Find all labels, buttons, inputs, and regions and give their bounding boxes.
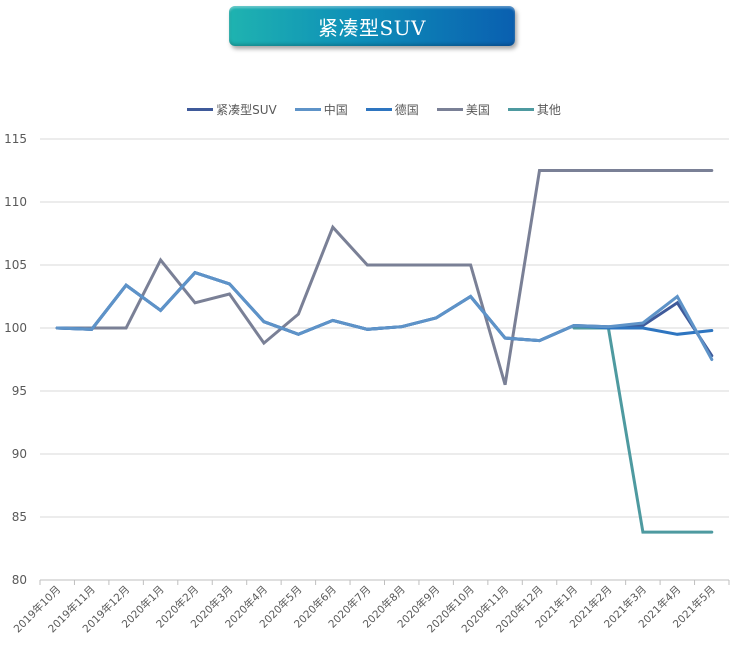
y-tick-label: 115 [4,132,27,146]
series-line [55,270,714,358]
legend-label: 紧凑型SUV [216,103,277,117]
legend-item[interactable]: 其他 [507,101,561,118]
series-line [572,326,714,534]
legend-item[interactable]: 紧凑型SUV [187,101,277,118]
series-line [55,270,714,361]
y-tick-label: 100 [4,321,27,335]
legend-line-icon [507,108,534,111]
series-line [55,169,714,386]
chart-title: 紧凑型SUV [318,15,426,40]
legend-line-icon [294,108,321,111]
legend-label: 德国 [394,103,419,117]
y-tick-label: 110 [4,195,27,209]
legend-item[interactable]: 德国 [365,101,419,118]
y-tick-label: 85 [12,510,27,524]
legend-line-icon [436,108,463,111]
y-tick-label: 95 [12,384,27,398]
legend-item[interactable]: 中国 [294,101,348,118]
chart-title-banner: 紧凑型SUV [229,6,515,46]
legend-label: 其他 [536,103,561,117]
y-tick-label: 105 [4,258,27,272]
y-tick-label: 90 [12,447,27,461]
chart-legend: 紧凑型SUV 中国 德国 美国 其他 [0,101,744,118]
y-tick-label: 80 [12,573,27,587]
legend-label: 美国 [465,103,490,117]
legend-line-icon [365,108,392,111]
legend-item[interactable]: 美国 [436,101,490,118]
legend-label: 中国 [323,103,348,117]
legend-line-icon [187,108,214,111]
